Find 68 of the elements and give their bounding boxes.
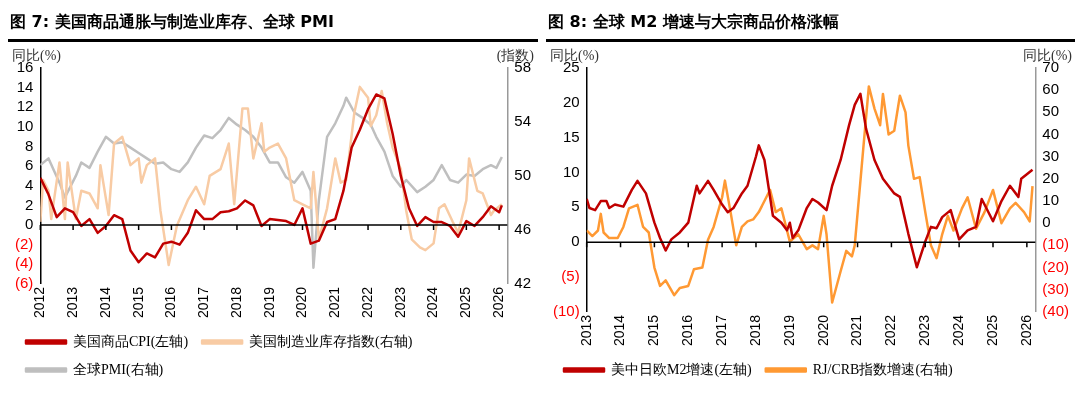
y2-tick-label: 42 (514, 274, 531, 291)
y-tick-label: (6) (14, 274, 34, 291)
y2-tick-label: (40) (1042, 302, 1070, 319)
chart-title: 图 8: 全球 M2 增速与大宗商品价格涨幅 (546, 8, 1075, 42)
x-tick-label: 2020 (814, 314, 831, 347)
y-tick-label: 14 (16, 77, 34, 95)
x-tick-label: 2013 (63, 286, 80, 319)
x-tick-label: 2024 (950, 314, 966, 347)
y-tick-label: (10) (552, 302, 580, 319)
y-tick-label: (2) (14, 234, 34, 252)
x-tick-label: 2014 (96, 286, 113, 319)
x-tick-label: 2017 (712, 314, 729, 347)
x-tick-label: 2017 (195, 286, 212, 319)
x-tick-label: 2024 (424, 286, 441, 319)
x-tick-label: 2023 (916, 314, 933, 347)
x-tick-label: 2026 (1017, 314, 1034, 347)
y-tick-label: (5) (561, 267, 580, 285)
y-tick-label: 8 (24, 136, 34, 154)
x-tick-label: 2026 (489, 286, 506, 319)
x-tick-label: 2015 (645, 314, 662, 347)
y2-tick-label: (10) (1042, 235, 1070, 253)
x-tick-label: 2016 (162, 286, 179, 319)
x-tick-label: 2014 (611, 314, 628, 347)
y-tick-label: 20 (562, 92, 580, 110)
y-tick-label: 2 (24, 195, 34, 213)
x-tick-label: 2019 (260, 286, 277, 319)
y2-tick-label: 50 (1042, 102, 1060, 120)
y2-tick-label: 40 (1042, 124, 1060, 142)
y2-tick-label: 46 (514, 220, 531, 238)
x-tick-label: 2018 (227, 286, 244, 319)
y2-tick-label: 50 (514, 166, 531, 184)
chart-title: 图 7: 美国商品通胀与制造业库存、全球 PMI (8, 8, 538, 42)
y-tick-label: 5 (571, 197, 580, 215)
y-tick-label: (4) (14, 254, 34, 272)
x-tick-label: 2018 (746, 314, 763, 347)
y2-tick-label: 54 (514, 112, 531, 130)
y-tick-label: 10 (562, 162, 580, 180)
y-tick-label: 15 (562, 127, 580, 145)
y-tick-label: 12 (16, 97, 34, 115)
legend-label: 美国制造业库存指数(右轴) (249, 333, 413, 350)
y2-tick-label: 20 (1042, 168, 1060, 186)
x-tick-label: 2021 (326, 286, 343, 319)
y2-tick-label: 30 (1042, 146, 1060, 164)
x-tick-label: 2021 (848, 314, 865, 347)
y-tick-label: 0 (571, 232, 580, 250)
y-tick-label: 10 (16, 117, 34, 135)
y-tick-label: 6 (24, 156, 34, 174)
y2-tick-label: 60 (1042, 80, 1060, 98)
x-tick-label: 2019 (780, 314, 797, 347)
x-tick-label: 2025 (983, 314, 1000, 347)
x-tick-label: 2020 (293, 286, 310, 319)
x-tick-label: 2025 (457, 286, 474, 319)
y2-tick-label: (20) (1042, 257, 1070, 275)
y-tick-label: 0 (24, 215, 34, 233)
x-tick-label: 2015 (129, 286, 146, 319)
legend-label: 全球PMI(右轴) (73, 361, 164, 378)
y-tick-label: 4 (24, 175, 34, 193)
y2-tick-label: (30) (1042, 279, 1070, 297)
x-tick-label: 2022 (882, 314, 899, 347)
x-tick-label: 2016 (679, 314, 696, 347)
y2-tick-label: 0 (1042, 213, 1051, 231)
legend-label: 美中日欧M2增速(左轴) (611, 361, 753, 378)
x-tick-label: 2022 (358, 286, 375, 319)
legend-label: RJ/CRB指数增速(右轴) (812, 361, 954, 378)
y2-tick-label: 10 (1042, 191, 1060, 209)
legend-label: 美国商品CPI(左轴) (73, 333, 189, 350)
x-tick-label: 2012 (31, 286, 48, 319)
x-tick-label: 2023 (391, 286, 408, 319)
